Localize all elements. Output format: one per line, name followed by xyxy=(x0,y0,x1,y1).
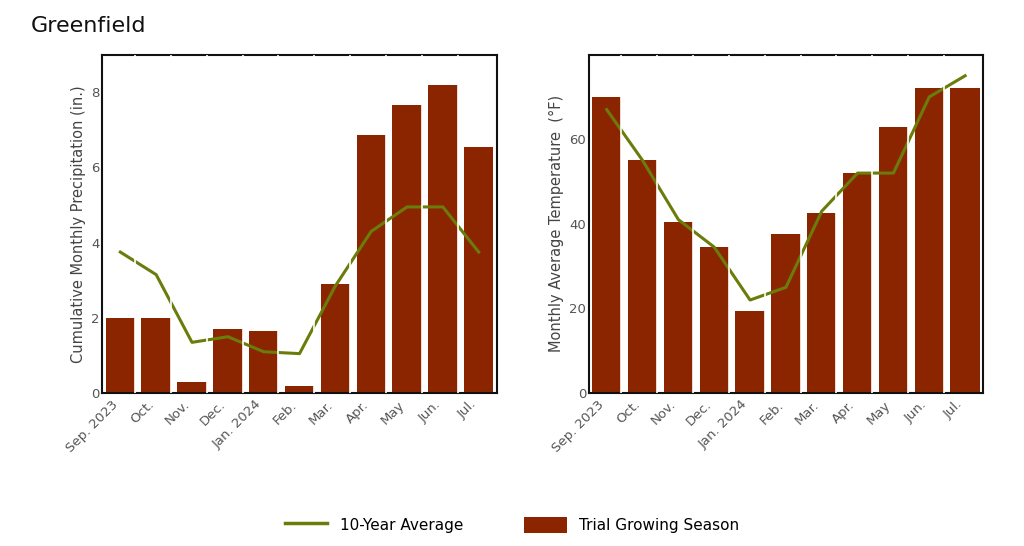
Y-axis label: Monthly Average Temperature  (°F): Monthly Average Temperature (°F) xyxy=(549,96,563,352)
Bar xyxy=(771,234,801,393)
Bar xyxy=(879,127,908,393)
Bar xyxy=(285,385,314,393)
Bar xyxy=(592,97,622,393)
Bar xyxy=(213,329,243,393)
Y-axis label: Cumulative Monthly Precipitation (in.): Cumulative Monthly Precipitation (in.) xyxy=(71,85,86,363)
Bar xyxy=(177,382,207,393)
Bar xyxy=(914,88,944,393)
Bar xyxy=(141,318,171,393)
Bar xyxy=(105,318,135,393)
Bar xyxy=(735,311,765,393)
Legend: 10-Year Average, Trial Growing Season: 10-Year Average, Trial Growing Season xyxy=(285,517,739,533)
Bar xyxy=(249,331,279,393)
Bar xyxy=(699,247,729,393)
Bar xyxy=(807,213,837,393)
Bar xyxy=(428,85,458,393)
Text: Greenfield: Greenfield xyxy=(31,16,146,37)
Bar xyxy=(628,161,657,393)
Bar xyxy=(950,88,980,393)
Bar xyxy=(664,222,693,393)
Bar xyxy=(356,135,386,393)
Bar xyxy=(321,284,350,393)
Bar xyxy=(843,173,872,393)
Bar xyxy=(464,147,494,393)
Bar xyxy=(392,105,422,393)
